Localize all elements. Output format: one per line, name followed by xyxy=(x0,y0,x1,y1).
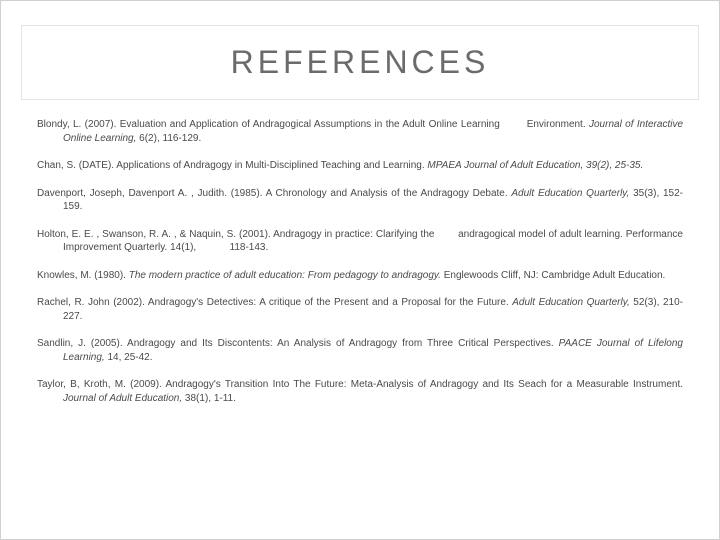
slide: REFERENCES Blondy, L. (2007). Evaluation… xyxy=(0,0,720,540)
page-title: REFERENCES xyxy=(22,44,698,81)
reference-item: Holton, E. E. , Swanson, R. A. , & Naqui… xyxy=(37,228,683,255)
reference-item: Knowles, M. (1980). The modern practice … xyxy=(37,269,683,283)
reference-item: Sandlin, J. (2005). Andragogy and Its Di… xyxy=(37,337,683,364)
references-list: Blondy, L. (2007). Evaluation and Applic… xyxy=(1,110,719,405)
reference-item: Davenport, Joseph, Davenport A. , Judith… xyxy=(37,187,683,214)
reference-item: Taylor, B, Kroth, M. (2009). Andragogy's… xyxy=(37,378,683,405)
title-box: REFERENCES xyxy=(21,25,699,100)
reference-item: Rachel, R. John (2002). Andragogy's Dete… xyxy=(37,296,683,323)
reference-item: Blondy, L. (2007). Evaluation and Applic… xyxy=(37,118,683,145)
reference-item: Chan, S. (DATE). Applications of Andrago… xyxy=(37,159,683,173)
